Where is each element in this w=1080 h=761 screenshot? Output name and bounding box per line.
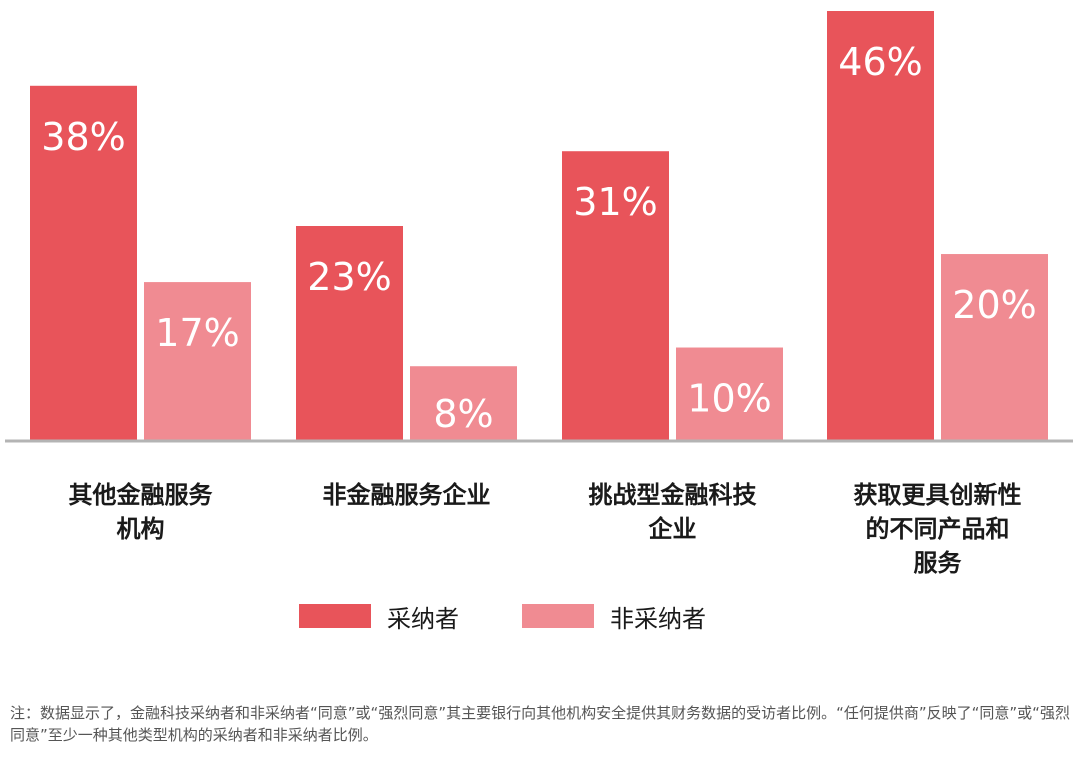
bar-adopters-innovative-products (827, 11, 934, 441)
bar-non-adopters-innovative-products (941, 254, 1048, 441)
legend-item-non-adopters: 非采纳者 (522, 596, 706, 636)
data-label-non-adopters-innovative-products: 20% (952, 283, 1036, 327)
category-label-challenger-fintech: 挑战型金融科技 企业 (588, 481, 757, 543)
category-label-other-financial-institutions: 其他金融服务 机构 (68, 481, 213, 543)
bar-non-adopters-other-financial-institutions (144, 282, 251, 441)
chart-legend: 采纳者 非采纳者 (0, 596, 1080, 636)
data-label-non-adopters-non-financial-companies: 8% (433, 392, 493, 436)
bar-adopters-other-financial-institutions (30, 85, 137, 442)
legend-label-non-adopters: 非采纳者 (610, 604, 706, 633)
data-label-adopters-other-financial-institutions: 38% (41, 115, 125, 159)
chart-footnote: 注：数据显示了，金融科技采纳者和非采纳者“同意”或“强烈同意”其主要银行向其他机… (10, 704, 1070, 744)
bar-adopters-non-financial-companies (296, 226, 403, 441)
legend-swatch-adopters (299, 604, 371, 628)
data-label-adopters-challenger-fintech: 31% (573, 180, 657, 224)
bars-layer (30, 11, 1048, 442)
bar-non-adopters-challenger-fintech (676, 347, 783, 441)
data-label-adopters-non-financial-companies: 23% (307, 255, 391, 299)
legend-item-adopters: 采纳者 (299, 596, 459, 636)
bar-adopters-challenger-fintech (562, 151, 669, 441)
category-label-non-financial-companies: 非金融服务企业 (322, 481, 491, 509)
legend-swatch-non-adopters (522, 604, 594, 628)
data-label-non-adopters-other-financial-institutions: 17% (155, 311, 239, 355)
legend-label-adopters: 采纳者 (387, 604, 459, 633)
category-label-innovative-products: 获取更具创新性 的不同产品和 服务 (853, 481, 1022, 577)
data-label-adopters-innovative-products: 46% (838, 40, 922, 84)
data-label-non-adopters-challenger-fintech: 10% (687, 377, 771, 421)
bar-chart: 38% 23% 31% 46% 17% 8% 10% 20% (5, 11, 1073, 443)
value-labels-layer: 38% 23% 31% 46% 17% 8% 10% 20% (41, 40, 1036, 436)
bar-non-adopters-non-financial-companies (410, 366, 517, 441)
